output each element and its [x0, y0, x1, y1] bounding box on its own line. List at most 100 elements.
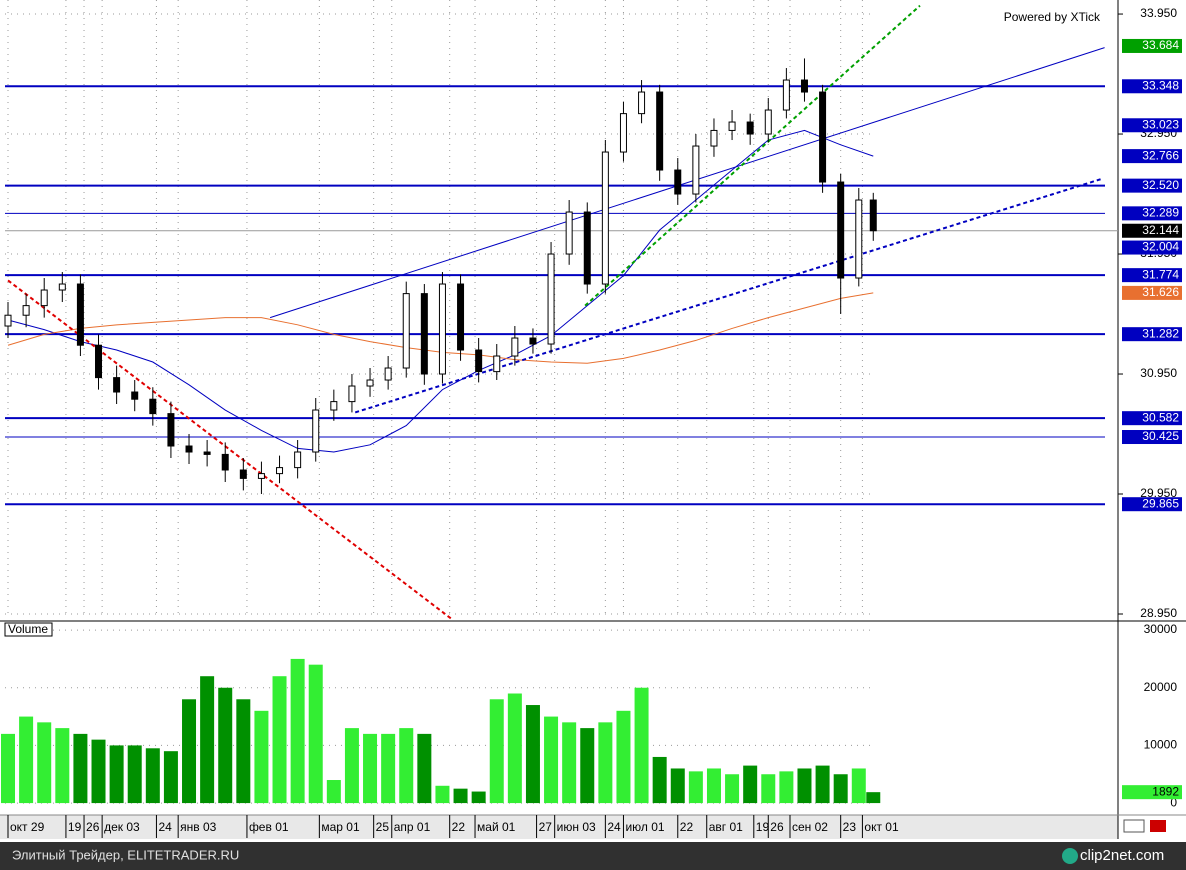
volume-bar: [652, 756, 667, 804]
level-label: 33.348: [1142, 78, 1179, 92]
candle-body: [294, 451, 302, 469]
volume-bar: [308, 664, 323, 804]
candle-body: [95, 344, 103, 379]
close-icon[interactable]: [1150, 820, 1166, 832]
level-label-box: [1122, 327, 1182, 342]
volume-bar: [37, 722, 52, 804]
volume-bar: [670, 768, 685, 804]
volume-bar: [344, 728, 359, 804]
volume-bar: [797, 768, 812, 804]
y-tick-label: 29.950: [1140, 486, 1177, 500]
scroll-icon[interactable]: [1123, 819, 1145, 833]
level-label-box: [1122, 497, 1182, 512]
candle-body: [185, 445, 193, 453]
volume-bar: [1, 733, 16, 804]
candle-body: [420, 293, 428, 375]
level-label: 31.774: [1142, 267, 1179, 281]
level-label: 30.425: [1142, 429, 1179, 443]
trendline: [354, 177, 1104, 414]
candle-body: [438, 283, 446, 375]
x-tick-label: июл 01: [625, 820, 664, 834]
candle-body: [4, 314, 12, 327]
x-tick-label: окт 29: [10, 820, 45, 834]
volume-bar: [145, 748, 160, 804]
level-label: 33.684: [1142, 38, 1179, 52]
volume-tick-label: 10000: [1144, 738, 1178, 752]
volume-tick-label: 20000: [1144, 680, 1178, 694]
candle-body: [493, 355, 501, 373]
candle-body: [457, 283, 465, 351]
volume-bar: [489, 699, 504, 804]
candle-body: [837, 181, 845, 279]
level-label-box: [1122, 38, 1182, 53]
volume-bar: [55, 728, 70, 804]
volume-bar: [851, 768, 866, 804]
level-label: 29.865: [1142, 496, 1179, 510]
volume-bar: [236, 699, 251, 804]
volume-bar: [779, 771, 794, 804]
candle-body: [819, 91, 827, 183]
volume-bar: [761, 774, 776, 804]
candle-body: [167, 413, 175, 447]
candle-body: [746, 121, 754, 135]
x-tick-label: 27: [539, 820, 553, 834]
x-tick-label: мар 01: [321, 820, 360, 834]
moving-average: [7, 129, 874, 453]
x-tick-label: 19: [68, 820, 82, 834]
x-tick-label: 23: [843, 820, 857, 834]
candle-body: [782, 79, 790, 111]
level-label-box: [1122, 240, 1182, 255]
candle-body: [656, 91, 664, 171]
candle-body: [239, 469, 247, 479]
level-label: 30.582: [1142, 410, 1179, 424]
candle-body: [76, 283, 84, 346]
volume-label: Volume: [8, 622, 48, 636]
x-tick-label: 19: [756, 820, 770, 834]
level-label-box: [1122, 118, 1182, 133]
x-tick-label: окт 01: [864, 820, 899, 834]
volume-bar: [272, 676, 287, 804]
volume-bar: [453, 788, 468, 804]
candle-body: [58, 283, 66, 291]
level-label-box: [1122, 411, 1182, 426]
powered-by: Powered by XTick: [1004, 10, 1101, 24]
candle-body: [638, 91, 646, 115]
level-label: 32.520: [1142, 178, 1179, 192]
volume-bar: [743, 765, 758, 804]
last-price-label: 32.144: [1142, 223, 1179, 237]
candle-body: [22, 305, 30, 316]
x-tick-label: 25: [376, 820, 390, 834]
volume-bar: [19, 716, 34, 804]
volume-bar: [109, 745, 124, 804]
x-tick-label: сен 02: [792, 820, 828, 834]
volume-bar: [525, 705, 540, 804]
volume-bar: [688, 771, 703, 804]
candle-body: [475, 349, 483, 373]
volume-tick-label: 0: [1170, 795, 1177, 809]
candle-body: [402, 293, 410, 369]
volume-bar: [399, 728, 414, 804]
footer-bar: [0, 842, 1186, 870]
x-tick-label: янв 03: [180, 820, 217, 834]
volume-bar: [725, 774, 740, 804]
x-tick-label: апр 01: [394, 820, 431, 834]
level-label: 33.023: [1142, 117, 1179, 131]
candle-body: [113, 377, 121, 393]
candle-body: [710, 129, 718, 147]
volume-bar: [218, 687, 233, 804]
volume-bar: [580, 728, 595, 804]
trendline: [269, 47, 1105, 319]
candle-body: [764, 109, 772, 135]
candle-body: [529, 337, 537, 345]
volume-bar: [254, 710, 269, 804]
volume-bar: [73, 733, 88, 804]
brand-icon: [1062, 848, 1078, 864]
candle-body: [565, 211, 573, 255]
candle-body: [692, 145, 700, 195]
candle-body: [547, 253, 555, 345]
volume-bar: [417, 733, 432, 804]
x-tick-label: 22: [452, 820, 466, 834]
ma-label-box: [1122, 285, 1182, 300]
last-volume-label: 1892: [1152, 784, 1179, 798]
